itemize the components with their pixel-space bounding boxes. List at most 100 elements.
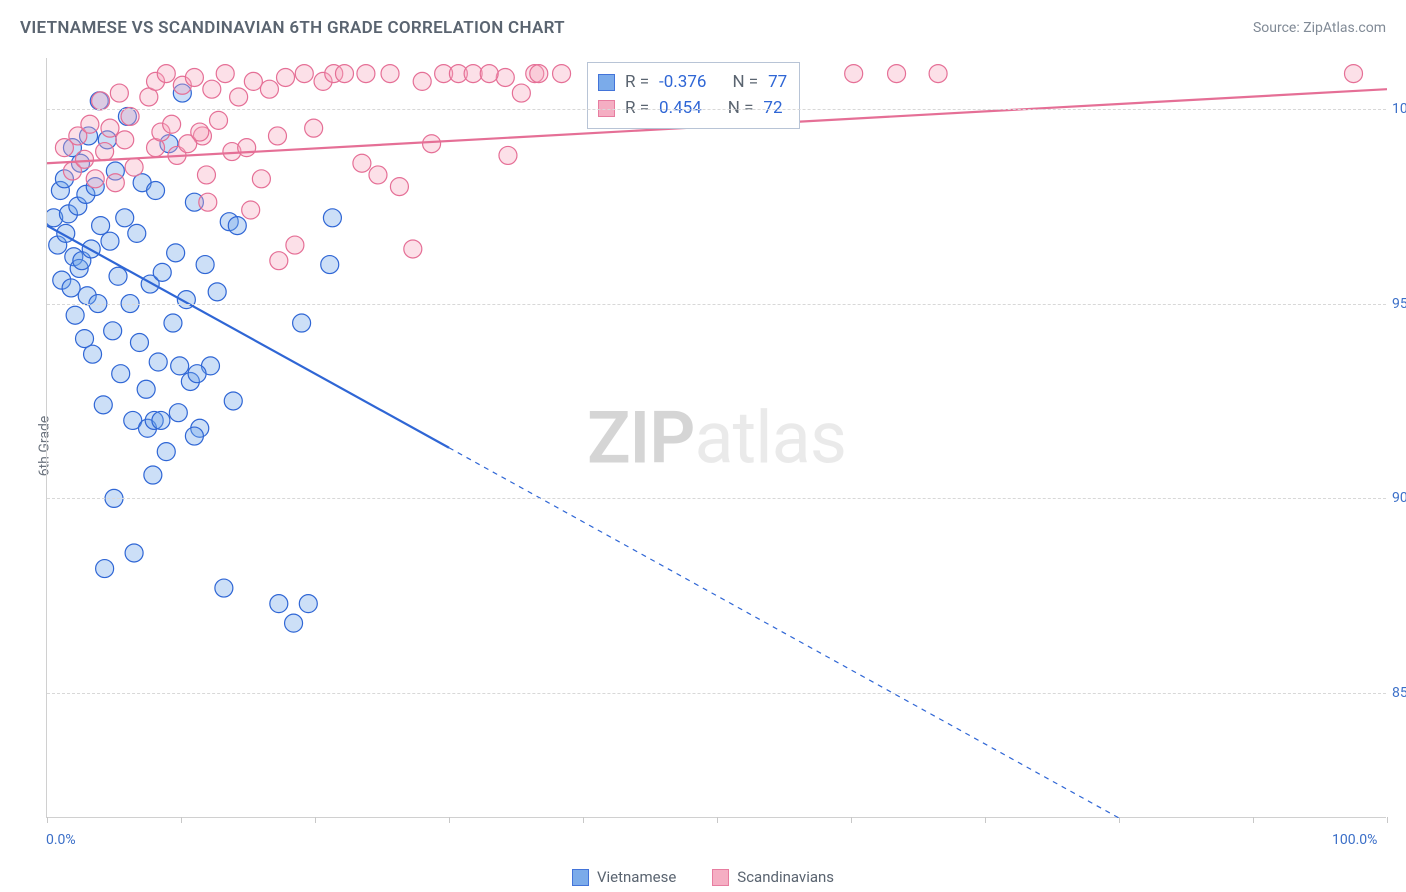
stats-swatch-vietnamese bbox=[598, 74, 615, 91]
scatter-point-vietnamese bbox=[215, 579, 233, 597]
x-tick bbox=[583, 817, 584, 823]
scatter-point-vietnamese bbox=[66, 306, 84, 324]
scatter-point-scandinavians bbox=[101, 119, 119, 137]
scatter-point-vietnamese bbox=[228, 217, 246, 235]
scatter-point-scandinavians bbox=[270, 252, 288, 270]
x-tick bbox=[985, 817, 986, 823]
scatter-point-vietnamese bbox=[208, 283, 226, 301]
y-tick-label: 100.0% bbox=[1392, 101, 1406, 117]
scatter-point-scandinavians bbox=[404, 240, 422, 258]
stats-r-label: R = bbox=[625, 69, 649, 95]
scatter-point-vietnamese bbox=[96, 560, 114, 578]
scatter-point-scandinavians bbox=[268, 127, 286, 145]
grid-line bbox=[47, 498, 1386, 499]
scatter-point-scandinavians bbox=[157, 65, 175, 83]
scatter-point-scandinavians bbox=[216, 65, 234, 83]
scatter-point-scandinavians bbox=[81, 115, 99, 133]
scatter-point-vietnamese bbox=[299, 595, 317, 613]
scatter-point-scandinavians bbox=[92, 92, 110, 110]
chart-plot-area: ZIPatlas R =-0.376N =77R =0.454N =72 85.… bbox=[46, 58, 1386, 818]
scatter-point-vietnamese bbox=[167, 244, 185, 262]
scatter-point-scandinavians bbox=[553, 65, 571, 83]
scatter-point-vietnamese bbox=[84, 345, 102, 363]
scatter-point-scandinavians bbox=[86, 170, 104, 188]
stats-n-label: N = bbox=[732, 69, 758, 95]
scatter-point-vietnamese bbox=[164, 314, 182, 332]
scatter-point-scandinavians bbox=[185, 68, 203, 86]
scatter-point-scandinavians bbox=[295, 65, 313, 83]
scatter-point-vietnamese bbox=[293, 314, 311, 332]
trend-line-extrapolated-vietnamese bbox=[449, 448, 1387, 818]
scatter-point-vietnamese bbox=[125, 544, 143, 562]
scatter-point-scandinavians bbox=[369, 166, 387, 184]
scatter-point-vietnamese bbox=[104, 322, 122, 340]
scatter-point-scandinavians bbox=[357, 65, 375, 83]
scatter-point-scandinavians bbox=[191, 123, 209, 141]
y-tick-label: 90.0% bbox=[1392, 490, 1406, 506]
scatter-point-vietnamese bbox=[94, 396, 112, 414]
scatter-point-scandinavians bbox=[496, 68, 514, 86]
chart-header: VIETNAMESE VS SCANDINAVIAN 6TH GRADE COR… bbox=[20, 18, 1386, 38]
x-tick-label-left: 0.0% bbox=[46, 832, 76, 857]
scatter-point-scandinavians bbox=[277, 68, 295, 86]
legend-swatch-vietnamese bbox=[572, 869, 589, 886]
scatter-point-scandinavians bbox=[230, 88, 248, 106]
legend-label-vietnamese: Vietnamese bbox=[597, 868, 676, 886]
scatter-point-scandinavians bbox=[106, 174, 124, 192]
scatter-point-scandinavians bbox=[121, 107, 139, 125]
scatter-point-vietnamese bbox=[112, 365, 130, 383]
x-tick bbox=[315, 817, 316, 823]
scatter-point-scandinavians bbox=[203, 80, 221, 98]
correlation-stats-box: R =-0.376N =77R =0.454N =72 bbox=[587, 62, 800, 129]
bottom-legend: Vietnamese Scandinavians bbox=[0, 868, 1406, 886]
x-tick bbox=[181, 817, 182, 823]
x-tick bbox=[851, 817, 852, 823]
scatter-point-scandinavians bbox=[1345, 65, 1363, 83]
grid-line bbox=[47, 304, 1386, 305]
stats-r-value-vietnamese: -0.376 bbox=[659, 69, 706, 95]
legend-label-scandinavians: Scandinavians bbox=[737, 868, 834, 886]
x-tick-label-right: 100.0% bbox=[1332, 832, 1377, 848]
source-label: Source: ZipAtlas.com bbox=[1253, 20, 1386, 36]
scatter-point-vietnamese bbox=[109, 267, 127, 285]
scatter-point-vietnamese bbox=[270, 595, 288, 613]
grid-line bbox=[47, 109, 1386, 110]
x-tick bbox=[449, 817, 450, 823]
y-tick-label: 95.0% bbox=[1392, 296, 1406, 312]
scatter-point-scandinavians bbox=[125, 158, 143, 176]
x-tick bbox=[1119, 817, 1120, 823]
chart-title: VIETNAMESE VS SCANDINAVIAN 6TH GRADE COR… bbox=[20, 18, 565, 38]
scatter-point-vietnamese bbox=[153, 263, 171, 281]
stats-row-vietnamese: R = -0.376 N = 77 bbox=[598, 69, 787, 95]
scatter-point-scandinavians bbox=[480, 65, 498, 83]
scatter-point-scandinavians bbox=[512, 84, 530, 102]
scatter-point-vietnamese bbox=[92, 217, 110, 235]
scatter-point-scandinavians bbox=[353, 154, 371, 172]
legend-swatch-scandinavians bbox=[712, 869, 729, 886]
scatter-point-scandinavians bbox=[244, 72, 262, 90]
stats-n-value-vietnamese: 77 bbox=[768, 69, 787, 95]
scatter-point-scandinavians bbox=[242, 201, 260, 219]
scatter-point-vietnamese bbox=[171, 357, 189, 375]
scatter-point-scandinavians bbox=[260, 80, 278, 98]
scatter-point-scandinavians bbox=[96, 143, 114, 161]
scatter-point-scandinavians bbox=[929, 65, 947, 83]
scatter-point-vietnamese bbox=[285, 614, 303, 632]
scatter-point-scandinavians bbox=[210, 111, 228, 129]
scatter-point-vietnamese bbox=[188, 365, 206, 383]
scatter-point-vietnamese bbox=[116, 209, 134, 227]
scatter-point-scandinavians bbox=[423, 135, 441, 153]
scatter-point-scandinavians bbox=[199, 193, 217, 211]
scatter-point-scandinavians bbox=[286, 236, 304, 254]
scatter-point-vietnamese bbox=[101, 232, 119, 250]
scatter-point-scandinavians bbox=[76, 150, 94, 168]
scatter-point-vietnamese bbox=[323, 209, 341, 227]
scatter-point-scandinavians bbox=[381, 65, 399, 83]
scatter-point-vietnamese bbox=[321, 256, 339, 274]
scatter-point-scandinavians bbox=[390, 178, 408, 196]
scatter-point-vietnamese bbox=[137, 380, 155, 398]
scatter-point-scandinavians bbox=[238, 139, 256, 157]
x-tick bbox=[717, 817, 718, 823]
scatter-point-scandinavians bbox=[252, 170, 270, 188]
scatter-point-vietnamese bbox=[147, 182, 165, 200]
